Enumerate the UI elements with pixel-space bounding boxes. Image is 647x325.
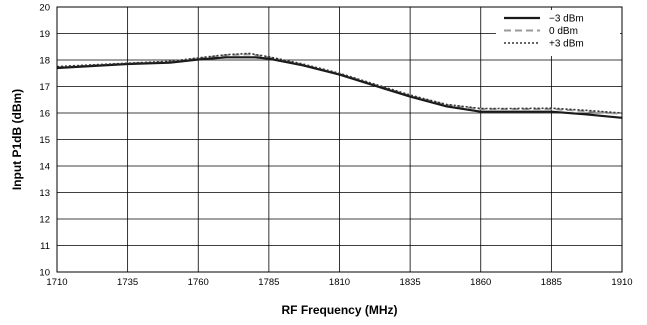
x-tick-labels: 1710 1735 1760 1785 1810 1835 1860 1885 1910 [46, 277, 632, 288]
y-tick-label: 10 [39, 268, 50, 279]
y-tick-label: 13 [39, 188, 50, 199]
legend-label: −3 dBm [549, 14, 584, 25]
x-tick-label: 1760 [188, 277, 209, 288]
x-tick-label: 1860 [470, 277, 491, 288]
y-tick-label: 17 [39, 82, 50, 93]
x-tick-label: 1710 [46, 277, 67, 288]
y-tick-label: 20 [39, 3, 50, 14]
plot-frame [56, 6, 623, 273]
y-tick-label: 18 [39, 56, 50, 67]
grid [56, 6, 623, 273]
x-tick-label: 1910 [611, 277, 632, 288]
x-tick-label: 1785 [258, 277, 279, 288]
x-tick-label: 1810 [329, 277, 350, 288]
y-tick-label: 11 [40, 241, 50, 252]
x-axis-title: RF Frequency (MHz) [281, 303, 397, 317]
y-tick-label: 14 [39, 162, 50, 173]
y-tick-label: 19 [39, 29, 50, 40]
y-tick-label: 15 [39, 135, 50, 146]
y-axis-title: Input P1dB (dBm) [10, 89, 24, 190]
series-lines [56, 52, 623, 119]
y-tick-label: 12 [39, 215, 50, 226]
legend-label: +3 dBm [549, 39, 584, 50]
series-line-dotted [56, 52, 623, 114]
x-tick-label: 1835 [400, 277, 421, 288]
series-line-solid [56, 56, 623, 119]
x-tick-label: 1885 [541, 277, 562, 288]
y-tick-label: 16 [39, 109, 50, 120]
legend-label: 0 dBm [549, 26, 578, 37]
y-tick-labels: 10 11 12 13 14 15 16 17 18 19 20 [39, 3, 50, 279]
x-tick-label: 1735 [117, 277, 138, 288]
